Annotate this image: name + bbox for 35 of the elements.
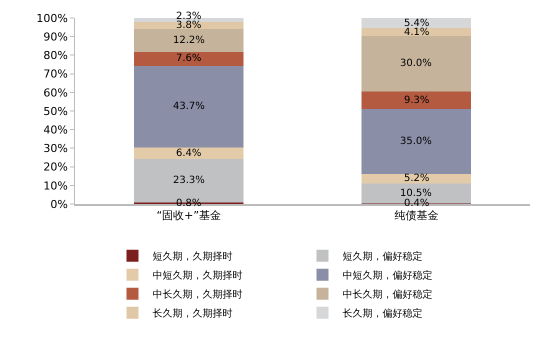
data-label: 5.2% — [404, 173, 430, 184]
x-tick-label: 纯债基金 — [394, 208, 438, 222]
data-label: 43.7% — [173, 101, 205, 112]
data-label: 4.1% — [404, 27, 430, 38]
data-label: 9.3% — [404, 95, 430, 106]
data-label: 30.0% — [400, 58, 432, 69]
y-tick-label: 70% — [43, 68, 68, 81]
legend-label: 中短久期，偏好稳定 — [342, 270, 432, 282]
data-label: 2.3% — [176, 11, 202, 22]
data-label: 35.0% — [400, 136, 432, 147]
legend-label: 长久期，久期择时 — [152, 308, 232, 320]
data-label: 7.6% — [176, 53, 202, 64]
data-label: 5.4% — [404, 18, 430, 29]
data-label: 3.8% — [176, 20, 202, 31]
y-tick-label: 60% — [43, 86, 68, 100]
y-tick-label: 40% — [43, 123, 68, 136]
data-label: 10.5% — [400, 188, 432, 199]
y-tick-label: 80% — [43, 49, 68, 62]
legend-label: 短久期，久期择时 — [152, 250, 232, 263]
y-tick-label: 0% — [50, 198, 68, 211]
legend-label: 长久期，偏好稳定 — [342, 308, 422, 320]
data-label: 12.2% — [173, 35, 205, 46]
y-tick-label: 20% — [43, 160, 68, 174]
y-tick-label: 50% — [43, 104, 68, 118]
data-label: 6.4% — [176, 148, 202, 159]
legend-label: 短久期，偏好稳定 — [342, 250, 422, 263]
data-label: 23.3% — [173, 175, 205, 186]
y-tick-label: 10% — [43, 179, 68, 192]
legend-label: 中长久期，久期择时 — [152, 288, 242, 301]
y-tick-label: 100% — [36, 12, 68, 25]
x-tick-label: “固收+”基金 — [156, 208, 222, 222]
legend-label: 中短久期，久期择时 — [152, 270, 242, 282]
legend-label: 中长久期，偏好稳定 — [342, 288, 432, 301]
y-tick-label: 90% — [43, 30, 68, 44]
y-tick-label: 30% — [43, 142, 68, 156]
